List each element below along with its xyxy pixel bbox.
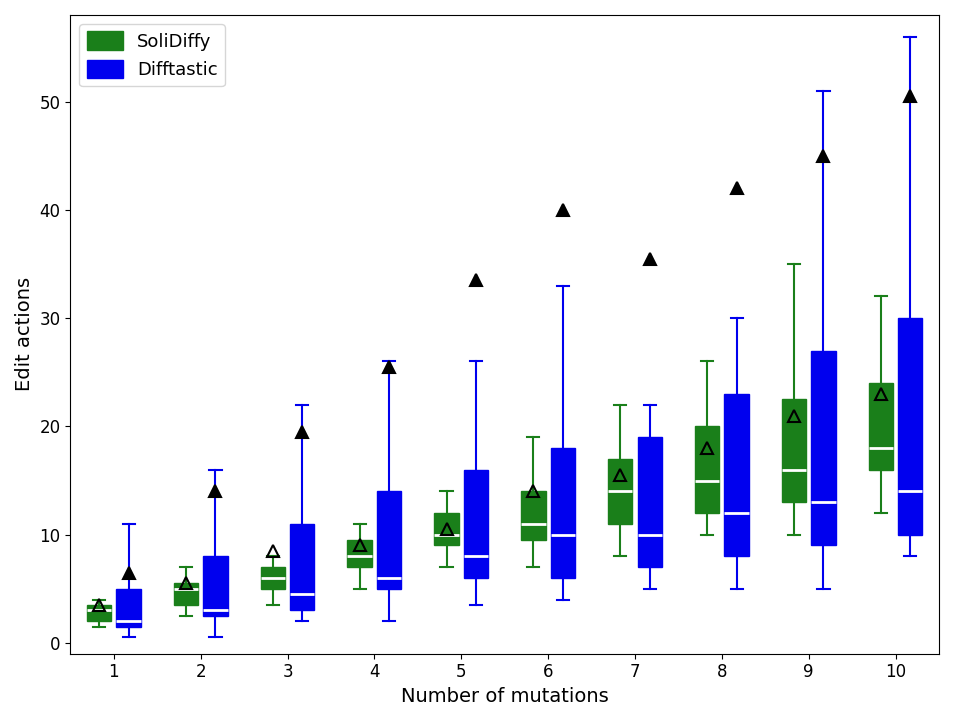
PathPatch shape — [781, 399, 805, 502]
Legend: SoliDiffy, Difftastic: SoliDiffy, Difftastic — [79, 24, 225, 87]
PathPatch shape — [723, 394, 748, 557]
PathPatch shape — [607, 459, 632, 524]
PathPatch shape — [203, 557, 228, 616]
PathPatch shape — [897, 318, 922, 535]
PathPatch shape — [376, 491, 401, 589]
PathPatch shape — [463, 469, 488, 578]
PathPatch shape — [290, 524, 314, 611]
PathPatch shape — [550, 448, 575, 578]
PathPatch shape — [520, 491, 545, 540]
PathPatch shape — [87, 605, 112, 622]
PathPatch shape — [868, 383, 892, 469]
PathPatch shape — [810, 350, 835, 546]
X-axis label: Number of mutations: Number of mutations — [400, 687, 608, 706]
PathPatch shape — [347, 540, 372, 567]
Y-axis label: Edit actions: Edit actions — [15, 278, 34, 392]
PathPatch shape — [637, 437, 661, 567]
PathPatch shape — [116, 589, 141, 627]
PathPatch shape — [434, 513, 458, 546]
PathPatch shape — [694, 426, 719, 513]
PathPatch shape — [173, 583, 198, 605]
PathPatch shape — [260, 567, 285, 589]
